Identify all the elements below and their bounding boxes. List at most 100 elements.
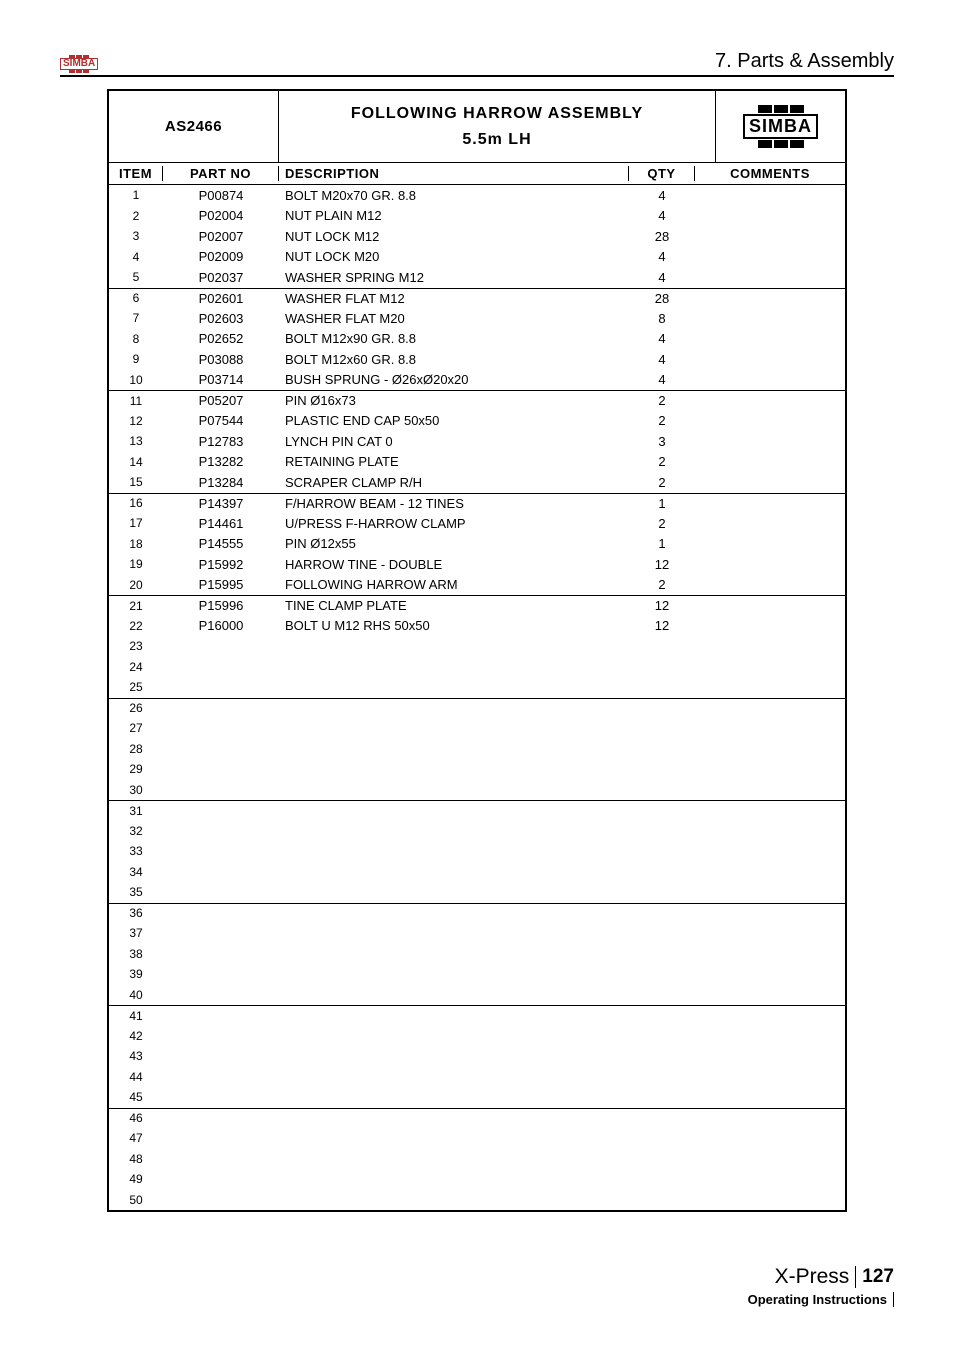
cell-item: 15	[109, 475, 163, 489]
header-rule	[60, 75, 894, 77]
cell-item: 3	[109, 229, 163, 243]
cell-qty: 4	[629, 188, 695, 203]
cell-part-no: P07544	[163, 413, 279, 428]
cell-qty: 1	[629, 496, 695, 511]
cell-qty: 2	[629, 413, 695, 428]
cell-qty: 2	[629, 516, 695, 531]
table-row: 37	[109, 923, 845, 944]
table-row: 28	[109, 739, 845, 760]
cell-description: SCRAPER CLAMP R/H	[279, 475, 629, 490]
cell-item: 40	[109, 988, 163, 1002]
cell-description: BUSH SPRUNG - Ø26xØ20x20	[279, 372, 629, 387]
cell-item: 44	[109, 1070, 163, 1084]
cell-part-no: P03088	[163, 352, 279, 367]
cell-qty: 1	[629, 536, 695, 551]
table-row: 30	[109, 780, 845, 801]
parts-table: AS2466 FOLLOWING HARROW ASSEMBLY 5.5m LH…	[107, 89, 847, 1212]
table-row: 6P02601WASHER FLAT M1228	[109, 288, 845, 309]
cell-item: 29	[109, 762, 163, 776]
cell-description: PIN Ø12x55	[279, 536, 629, 551]
assembly-code: AS2466	[109, 91, 279, 162]
cell-item: 36	[109, 906, 163, 920]
cell-item: 2	[109, 209, 163, 223]
cell-qty: 4	[629, 352, 695, 367]
cell-item: 19	[109, 557, 163, 571]
cell-item: 10	[109, 373, 163, 387]
column-headers: ITEM PART NO DESCRIPTION QTY COMMENTS	[109, 163, 845, 185]
header-qty: QTY	[629, 166, 695, 181]
table-row: 3P02007NUT LOCK M1228	[109, 226, 845, 247]
footer-page-number: 127	[862, 1266, 894, 1288]
table-row: 5P02037WASHER SPRING M124	[109, 267, 845, 288]
table-row: 49	[109, 1169, 845, 1190]
cell-qty: 2	[629, 454, 695, 469]
cell-description: FOLLOWING HARROW ARM	[279, 577, 629, 592]
table-row: 14P13282RETAINING PLATE2	[109, 452, 845, 473]
cell-item: 12	[109, 414, 163, 428]
table-row: 12P07544PLASTIC END CAP 50x502	[109, 411, 845, 432]
cell-item: 18	[109, 537, 163, 551]
cell-description: BOLT M12x60 GR. 8.8	[279, 352, 629, 367]
table-row: 42	[109, 1026, 845, 1047]
cell-part-no: P16000	[163, 618, 279, 633]
cell-item: 46	[109, 1111, 163, 1125]
table-row: 21P15996TINE CLAMP PLATE12	[109, 595, 845, 616]
cell-item: 49	[109, 1172, 163, 1186]
cell-item: 27	[109, 721, 163, 735]
cell-item: 11	[109, 394, 163, 408]
table-row: 23	[109, 636, 845, 657]
cell-item: 5	[109, 270, 163, 284]
cell-qty: 12	[629, 557, 695, 572]
cell-item: 9	[109, 352, 163, 366]
cell-part-no: P15996	[163, 598, 279, 613]
table-title-row: AS2466 FOLLOWING HARROW ASSEMBLY 5.5m LH…	[109, 91, 845, 163]
cell-item: 45	[109, 1090, 163, 1104]
cell-item: 28	[109, 742, 163, 756]
cell-description: HARROW TINE - DOUBLE	[279, 557, 629, 572]
cell-item: 41	[109, 1009, 163, 1023]
cell-item: 6	[109, 291, 163, 305]
table-row: 31	[109, 800, 845, 821]
table-row: 32	[109, 821, 845, 842]
cell-description: NUT PLAIN M12	[279, 208, 629, 223]
cell-description: BOLT U M12 RHS 50x50	[279, 618, 629, 633]
cell-item: 21	[109, 599, 163, 613]
cell-qty: 4	[629, 270, 695, 285]
cell-description: F/HARROW BEAM - 12 TINES	[279, 496, 629, 511]
table-row: 34	[109, 862, 845, 883]
cell-part-no: P14461	[163, 516, 279, 531]
header-item: ITEM	[109, 166, 163, 181]
cell-part-no: P15992	[163, 557, 279, 572]
cell-item: 33	[109, 844, 163, 858]
cell-part-no: P02004	[163, 208, 279, 223]
cell-qty: 4	[629, 372, 695, 387]
assembly-title-line2: 5.5m LH	[462, 127, 531, 153]
cell-qty: 3	[629, 434, 695, 449]
cell-qty: 4	[629, 249, 695, 264]
cell-description: U/PRESS F-HARROW CLAMP	[279, 516, 629, 531]
cell-qty: 2	[629, 577, 695, 592]
table-row: 50	[109, 1190, 845, 1211]
cell-item: 32	[109, 824, 163, 838]
header-part-no: PART NO	[163, 166, 279, 181]
table-row: 20P15995FOLLOWING HARROW ARM2	[109, 575, 845, 596]
cell-item: 24	[109, 660, 163, 674]
cell-part-no: P02652	[163, 331, 279, 346]
table-row: 24	[109, 657, 845, 678]
cell-item: 26	[109, 701, 163, 715]
cell-qty: 2	[629, 393, 695, 408]
table-row: 13P12783LYNCH PIN CAT 03	[109, 431, 845, 452]
cell-item: 14	[109, 455, 163, 469]
table-row: 41	[109, 1005, 845, 1026]
cell-part-no: P03714	[163, 372, 279, 387]
cell-description: NUT LOCK M20	[279, 249, 629, 264]
brand-logo-small-text: SIMBA	[60, 58, 98, 70]
cell-item: 8	[109, 332, 163, 346]
table-row: 4P02009NUT LOCK M204	[109, 247, 845, 268]
table-row: 7P02603WASHER FLAT M208	[109, 308, 845, 329]
cell-item: 48	[109, 1152, 163, 1166]
table-row: 48	[109, 1149, 845, 1170]
table-row: 18P14555PIN Ø12x551	[109, 534, 845, 555]
cell-item: 47	[109, 1131, 163, 1145]
cell-part-no: P13282	[163, 454, 279, 469]
